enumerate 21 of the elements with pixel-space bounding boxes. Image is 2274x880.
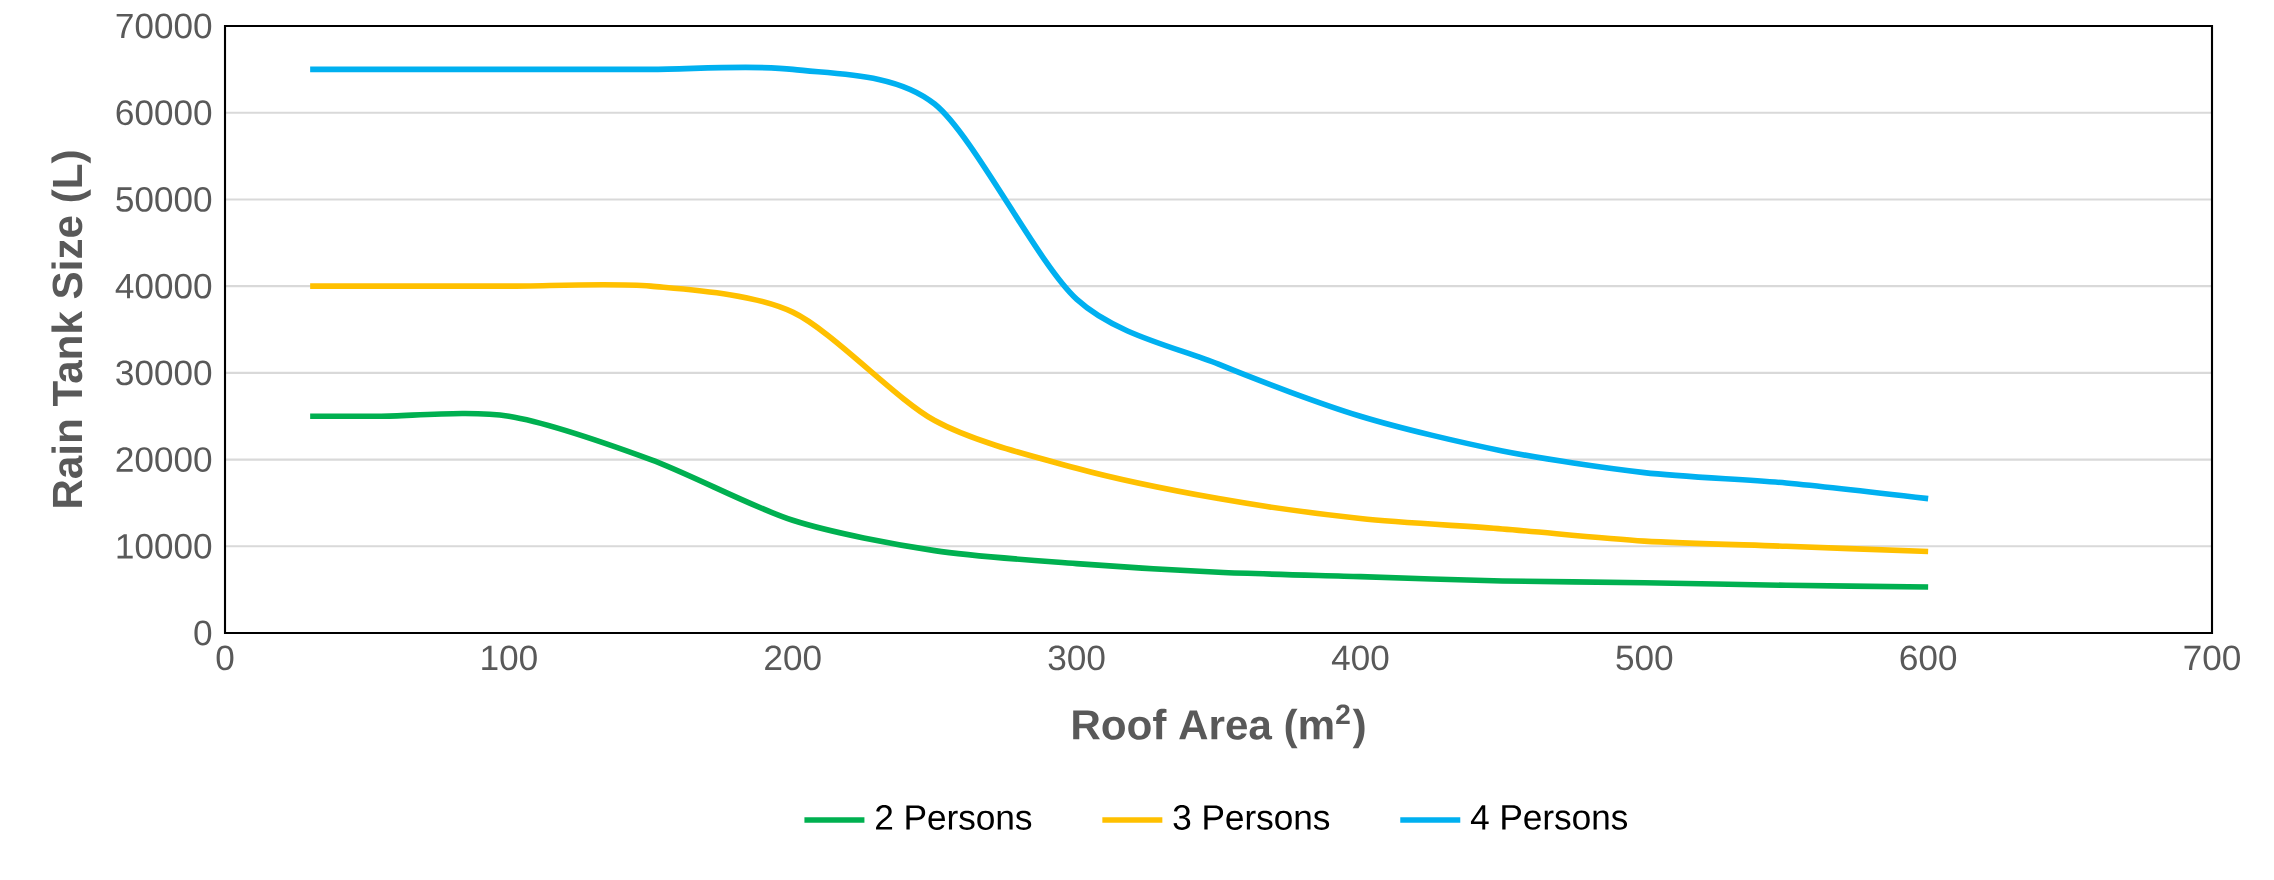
- legend-label: 4 Persons: [1470, 805, 1628, 830]
- x-tick-label: 700: [2184, 645, 2240, 671]
- x-axis-title: Roof Area (m$^{2}$): [1073, 704, 1365, 749]
- y-tick-label: 40000: [115, 273, 212, 299]
- x-tick-label: 400: [1331, 645, 1389, 671]
- y-tick-label: 50000: [116, 187, 212, 212]
- y-tick-label: 30000: [116, 360, 212, 386]
- y-tick-label: 20000: [116, 447, 212, 472]
- y-tick-label: 10000: [117, 533, 212, 559]
- x-tick-label: 500: [1616, 645, 1673, 671]
- y-tick-label: 0: [194, 620, 212, 646]
- x-tick-label: 600: [1900, 645, 1957, 671]
- x-tick-label: 100: [482, 645, 537, 671]
- y-tick-label: 70000: [116, 13, 212, 39]
- x-tick-label: 0: [216, 645, 234, 671]
- y-tick-label: 60000: [116, 100, 212, 126]
- legend-label: 2 Persons: [876, 805, 1032, 830]
- x-tick-label: 200: [765, 645, 821, 671]
- x-tick-label: 300: [1048, 645, 1105, 671]
- y-axis-title: Rain Tank Size (L): [51, 151, 91, 507]
- legend-label: 3 Persons: [1173, 805, 1330, 830]
